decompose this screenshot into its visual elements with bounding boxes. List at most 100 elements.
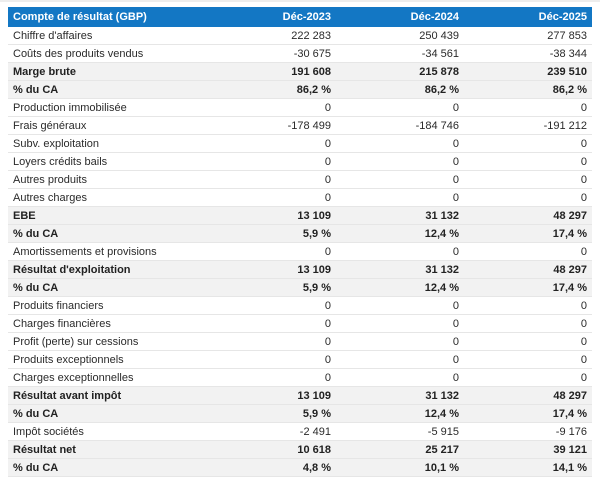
row-label: Impôt sociétés [13,425,84,438]
row-label: Produits exceptionnels [13,353,124,366]
cell-value: 0 [324,371,331,384]
table-row-subtotal: Résultat net 10 618 25 217 39 121 [8,441,592,459]
row-label: EBE [13,209,36,222]
row-label: Charges exceptionnelles [13,371,134,384]
cell-value: 5,9 % [302,281,331,294]
table-row: Impôt sociétés -2 491 -5 915 -9 176 [8,423,592,441]
row-label: Chiffre d'affaires [13,29,93,42]
table-row: Loyers crédits bails 0 0 0 [8,153,592,171]
cell-value: 17,4 % [552,407,587,420]
cell-value: 12,4 % [424,281,459,294]
table-row: Amortissements et provisions 0 0 0 [8,243,592,261]
cell-value: 12,4 % [424,407,459,420]
table-row: Charges exceptionnelles 0 0 0 [8,369,592,387]
table-row-subtotal: % du CA 5,9 % 12,4 % 17,4 % [8,225,592,243]
income-statement-table: Compte de résultat (GBP) Déc-2023 Déc-20… [8,7,592,477]
table-header-row: Compte de résultat (GBP) Déc-2023 Déc-20… [8,7,592,27]
column-header-dec-2024: Déc-2024 [410,11,459,23]
table-row: Produits financiers 0 0 0 [8,297,592,315]
cell-value: 0 [324,299,331,312]
cell-value: 0 [580,155,587,168]
row-label: % du CA [13,281,59,294]
table-row: Production immobilisée 0 0 0 [8,99,592,117]
cell-value: 250 439 [419,29,459,42]
row-label: Produits financiers [13,299,104,312]
cell-value: 0 [452,101,459,114]
row-label: % du CA [13,407,59,420]
row-label: Autres produits [13,173,87,186]
cell-value: 12,4 % [424,227,459,240]
cell-value: 5,9 % [302,227,331,240]
table-row-subtotal: Résultat avant impôt 13 109 31 132 48 29… [8,387,592,405]
cell-value: 13 109 [297,263,331,276]
table-row: Chiffre d'affaires 222 283 250 439 277 8… [8,27,592,45]
cell-value: -184 746 [415,119,459,132]
cell-value: 0 [580,371,587,384]
cell-value: 0 [452,155,459,168]
row-label: % du CA [13,227,59,240]
cell-value: 39 121 [553,443,587,456]
cell-value: 4,8 % [302,461,331,474]
cell-value: 0 [324,191,331,204]
table-row-subtotal: EBE 13 109 31 132 48 297 [8,207,592,225]
row-label: Coûts des produits vendus [13,47,144,60]
table-row: Autres charges 0 0 0 [8,189,592,207]
table-row: Autres produits 0 0 0 [8,171,592,189]
cell-value: -2 491 [299,425,331,438]
column-header-dec-2023: Déc-2023 [282,11,331,23]
cell-value: -34 561 [421,47,459,60]
cell-value: 0 [580,335,587,348]
row-label: Loyers crédits bails [13,155,108,168]
row-label: Marge brute [13,65,76,78]
cell-value: 5,9 % [302,407,331,420]
table-row: Profit (perte) sur cessions 0 0 0 [8,333,592,351]
cell-value: 31 132 [425,263,459,276]
cell-value: 0 [324,155,331,168]
cell-value: 222 283 [291,29,331,42]
table-row: Coûts des produits vendus -30 675 -34 56… [8,45,592,63]
row-label: % du CA [13,461,59,474]
cell-value: 0 [452,299,459,312]
row-label: Résultat d'exploitation [13,263,131,276]
table-row-subtotal: % du CA 86,2 % 86,2 % 86,2 % [8,81,592,99]
cell-value: 0 [324,353,331,366]
cell-value: -9 176 [555,425,587,438]
cell-value: 0 [580,101,587,114]
cell-value: 0 [580,245,587,258]
row-label: Production immobilisée [13,101,127,114]
cell-value: 0 [324,245,331,258]
cell-value: 48 297 [553,263,587,276]
cell-value: 10,1 % [424,461,459,474]
cell-value: 0 [452,173,459,186]
table-row-subtotal: % du CA 5,9 % 12,4 % 17,4 % [8,405,592,423]
cell-value: 215 878 [419,65,459,78]
cell-value: 0 [452,191,459,204]
cell-value: 86,2 % [296,83,331,96]
table-row-subtotal: % du CA 5,9 % 12,4 % 17,4 % [8,279,592,297]
cell-value: 0 [580,173,587,186]
row-label: Résultat avant impôt [13,389,122,402]
table-row: Produits exceptionnels 0 0 0 [8,351,592,369]
cell-value: 0 [580,191,587,204]
cell-value: 0 [452,371,459,384]
table-row-subtotal: Marge brute 191 608 215 878 239 510 [8,63,592,81]
cell-value: 0 [324,335,331,348]
cell-value: 13 109 [297,389,331,402]
row-label: Profit (perte) sur cessions [13,335,139,348]
row-label: Subv. exploitation [13,137,100,150]
cell-value: 0 [580,353,587,366]
page-top-divider [0,0,600,2]
cell-value: 0 [452,335,459,348]
cell-value: -30 675 [293,47,331,60]
cell-value: 48 297 [553,389,587,402]
cell-value: 25 217 [425,443,459,456]
cell-value: 31 132 [425,209,459,222]
table-row-subtotal: Résultat d'exploitation 13 109 31 132 48… [8,261,592,279]
cell-value: 0 [452,245,459,258]
cell-value: 13 109 [297,209,331,222]
cell-value: 0 [324,317,331,330]
row-label: % du CA [13,83,59,96]
table-row: Subv. exploitation 0 0 0 [8,135,592,153]
cell-value: 86,2 % [424,83,459,96]
cell-value: -38 344 [549,47,587,60]
